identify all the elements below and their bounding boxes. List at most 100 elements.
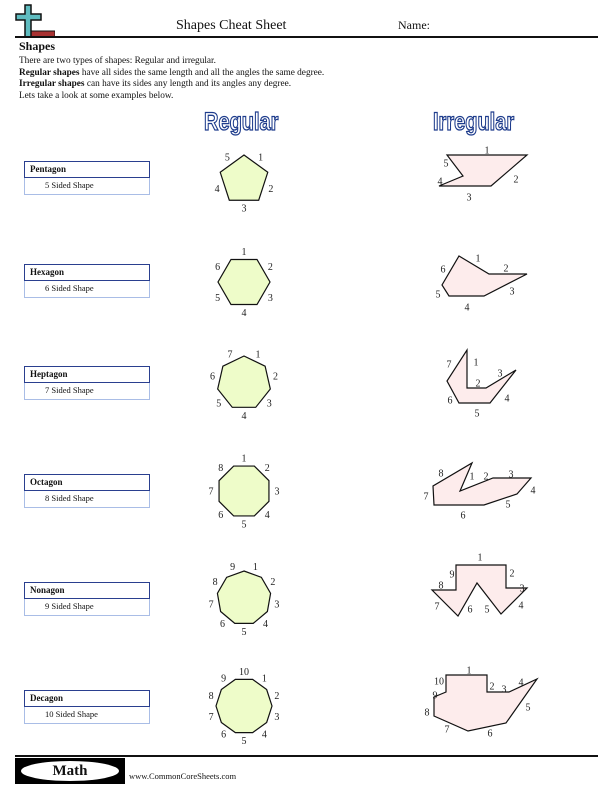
side-number: 6 <box>461 511 466 522</box>
irregular-hexagon: 1 2 3 4 5 6 <box>436 254 528 314</box>
side-number: 8 <box>213 577 218 588</box>
side-number: 4 <box>215 184 220 195</box>
shape-description: 10 Sided Shape <box>24 707 150 724</box>
regular-octagon-outline <box>218 465 270 517</box>
side-number: 3 <box>274 487 279 498</box>
side-number: 8 <box>439 469 444 480</box>
shape-name: Nonagon <box>24 582 150 599</box>
shape-name: Hexagon <box>24 264 150 281</box>
side-number: 9 <box>433 691 438 702</box>
side-number: 9 <box>221 673 226 684</box>
side-number: 1 <box>262 673 267 684</box>
shape-name: Pentagon <box>24 161 150 178</box>
side-number: 7 <box>424 492 429 503</box>
side-number: 1 <box>485 146 490 157</box>
footer-divider <box>15 755 598 757</box>
shape-label-hexagon: Hexagon 6 Sided Shape <box>24 264 150 298</box>
side-number: 6 <box>448 396 453 407</box>
irregular-decagon-outline <box>433 674 539 732</box>
side-number: 2 <box>476 379 481 390</box>
side-number: 10 <box>434 677 444 688</box>
side-number: 3 <box>502 685 507 696</box>
irregular-heptagon: 1 2 3 4 5 6 7 <box>446 347 517 420</box>
side-number: 6 <box>215 262 220 273</box>
side-number: 1 <box>474 358 479 369</box>
side-number: 5 <box>475 409 480 420</box>
irregular-nonagon-outline <box>430 564 529 617</box>
side-number: 5 <box>506 500 511 511</box>
intro-line-1: There are two types of shapes: Regular a… <box>19 56 216 66</box>
side-number: 1 <box>253 562 258 573</box>
irregular-pentagon: 1 2 3 45 <box>438 146 529 204</box>
footer-url: www.CommonCoreSheets.com <box>129 771 237 781</box>
regular-hexagon: 1 2 3 4 5 6 <box>215 247 273 319</box>
side-number: 5 <box>444 159 449 170</box>
shape-label-heptagon: Heptagon 7 Sided Shape <box>24 366 150 400</box>
irregular-heading: Irregular <box>432 107 515 136</box>
intro-line-3: Irregular shapes can have its sides any … <box>19 79 292 89</box>
shape-name: Decagon <box>24 690 150 707</box>
side-number: 5 <box>242 627 247 638</box>
side-number: 9 <box>230 562 235 573</box>
irregular-pentagon-outline <box>438 154 529 187</box>
math-badge-label: Math <box>21 761 119 781</box>
side-number: 7 <box>445 725 450 736</box>
side-number: 4 <box>242 308 247 319</box>
irregular-heptagon-outline <box>446 347 517 404</box>
side-number: 3 <box>268 293 273 304</box>
header-divider <box>15 36 598 38</box>
side-number: 7 <box>209 712 214 723</box>
side-number: 6 <box>220 619 225 630</box>
side-number: 6 <box>221 730 226 741</box>
side-number: 4 <box>262 730 267 741</box>
side-number: 3 <box>467 193 472 204</box>
shape-description: 7 Sided Shape <box>24 383 150 400</box>
side-number: 4 <box>519 678 524 689</box>
side-number: 3 <box>242 204 247 215</box>
regular-heptagon: 1 2 3 4 5 6 7 <box>210 349 278 421</box>
side-number: 5 <box>216 399 221 410</box>
side-number: 5 <box>485 605 490 616</box>
side-number: 2 <box>268 262 273 273</box>
side-number: 5 <box>526 703 531 714</box>
side-number: 2 <box>270 577 275 588</box>
side-number: 4 <box>531 486 536 497</box>
side-number: 2 <box>265 463 270 474</box>
side-number: 4 <box>505 394 510 405</box>
shape-label-decagon: Decagon 10 Sided Shape <box>24 690 150 724</box>
side-number: 5 <box>225 153 230 164</box>
regular-octagon: 1 2 3 4 5 6 7 8 <box>209 454 280 531</box>
regular-decagon-outline <box>215 678 273 734</box>
side-number: 7 <box>435 602 440 613</box>
irregular-octagon-outline <box>432 461 533 506</box>
shape-description: 8 Sided Shape <box>24 491 150 508</box>
side-number: 4 <box>263 619 268 630</box>
math-badge: Math <box>15 758 125 784</box>
side-number: 5 <box>242 736 247 747</box>
regular-pentagon-outline <box>219 154 269 201</box>
side-number: 10 <box>239 667 249 678</box>
side-number: 1 <box>258 153 263 164</box>
side-number: 2 <box>510 569 515 580</box>
regular-heading: Regular <box>203 107 279 136</box>
page-title: Shapes Cheat Sheet <box>176 18 287 33</box>
side-number: 1 <box>256 349 261 360</box>
side-number: 4 <box>519 601 524 612</box>
side-number: 6 <box>218 510 223 521</box>
side-number: 4 <box>465 303 470 314</box>
shape-description: 6 Sided Shape <box>24 281 150 298</box>
side-number: 7 <box>227 349 232 360</box>
side-number: 1 <box>242 247 247 258</box>
side-number: 1 <box>470 472 475 483</box>
side-number: 3 <box>274 599 279 610</box>
side-number: 2 <box>514 175 519 186</box>
regular-decagon: 10 12 34 5 67 89 <box>209 667 280 747</box>
side-number: 5 <box>215 293 220 304</box>
side-number: 2 <box>490 682 495 693</box>
intro-line-2: Regular shapes have all sides the same l… <box>19 67 325 78</box>
shape-name: Heptagon <box>24 366 150 383</box>
side-number: 8 <box>209 691 214 702</box>
regular-nonagon-outline <box>216 570 272 624</box>
